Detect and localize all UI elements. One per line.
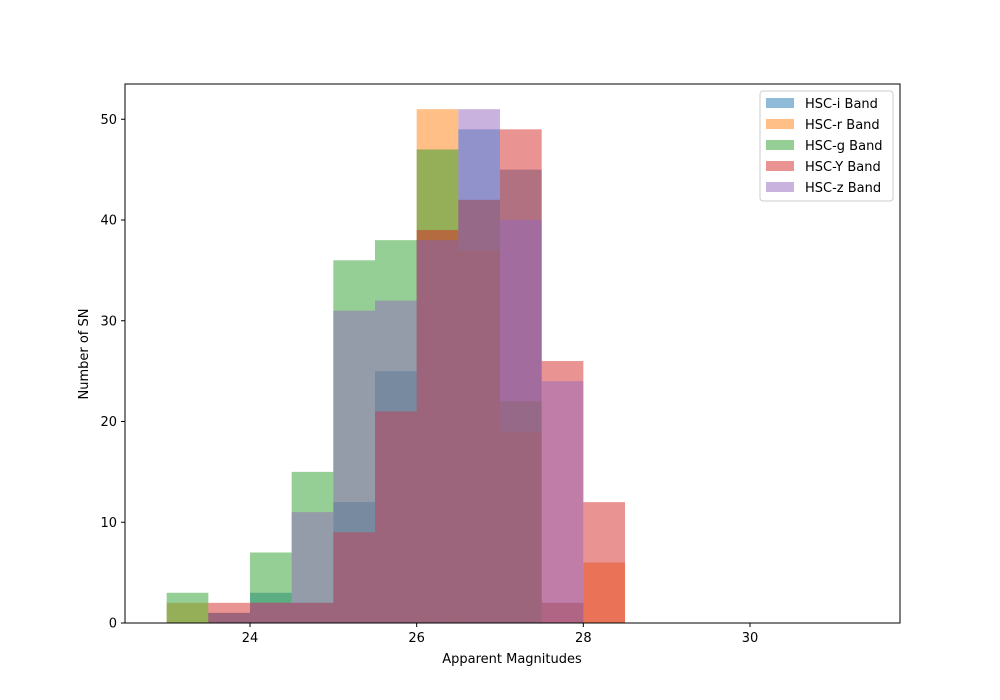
y-tick-label: 30 [100,314,117,329]
legend-swatch [766,98,794,108]
y-tick-label: 50 [100,113,117,128]
y-tick-label: 10 [100,516,117,531]
legend: HSC-i Band HSC-r Band HSC-g Band HSC-Y Band… [759,90,894,202]
bar-series-4-bin-6 [416,240,459,623]
legend-label: HSC-r Band [805,118,880,133]
y-tick-label: 0 [109,617,117,632]
plot-frame [124,83,901,624]
x-axis-label: Apparent Magnitudes [442,652,582,667]
bar-series-4-bin-8 [500,220,542,623]
bar-series-4-bin-4 [333,310,375,623]
x-axis: 24 26 28 30 [242,623,759,646]
bar-series-4-bin-2 [250,602,292,623]
legend-label: HSC-Y Band [805,160,881,175]
bar-series-4-bin-7 [458,109,500,624]
legend-label: HSC-i Band [805,97,878,112]
legend-swatch [766,182,794,192]
y-axis: 0 10 20 30 40 50 [100,113,125,632]
bar-series-4-bin-1 [208,612,250,623]
bar-series-4-bin-3 [291,512,334,623]
bar-series-4-bin-5 [375,300,417,623]
y-axis-label: Number of SN [77,309,92,400]
bars-layer [166,109,625,624]
legend-swatch [766,140,794,150]
legend-box [759,90,894,202]
x-tick-label: 24 [242,631,259,646]
x-tick-label: 26 [408,631,425,646]
legend-swatch [766,119,794,129]
bar-series-2-bin-0 [166,592,209,623]
bar-series-4-bin-9 [541,381,584,623]
x-tick-label: 30 [742,631,759,646]
x-tick-label: 28 [575,631,592,646]
y-tick-label: 40 [100,214,117,229]
legend-swatch [766,161,794,171]
bar-series-3-bin-10 [583,502,625,623]
y-tick-label: 20 [100,415,117,430]
legend-label: HSC-g Band [805,139,883,154]
legend-label: HSC-z Band [805,181,881,196]
